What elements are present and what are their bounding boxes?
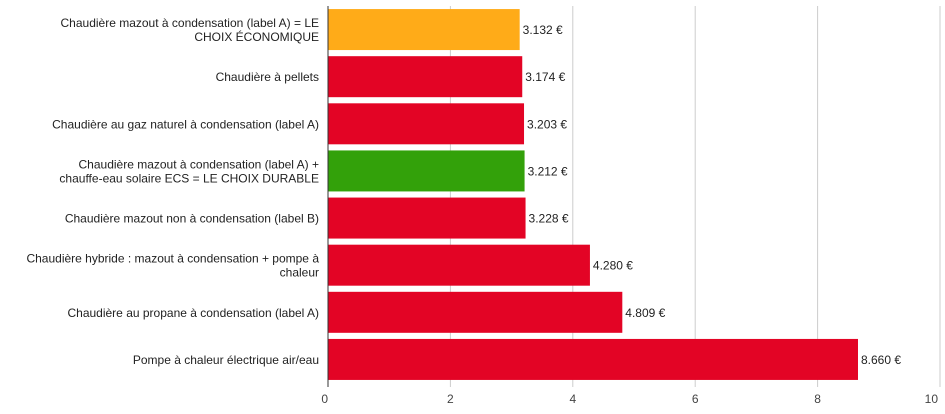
category-label: Chaudière mazout à condensation (label A… (61, 16, 320, 30)
value-label: 3.174 € (525, 70, 565, 84)
bars (328, 9, 858, 380)
category-label: chaleur (280, 266, 319, 280)
category-label: Chaudière au propane à condensation (lab… (67, 306, 319, 320)
value-label: 3.212 € (528, 164, 568, 178)
bar (328, 56, 523, 98)
x-tick-label: 2 (447, 392, 454, 406)
bar (328, 291, 623, 333)
bar (328, 244, 590, 286)
x-tick-label: 10 (925, 392, 939, 406)
value-label: 3.203 € (527, 117, 567, 131)
labels: 0 2 4 6 8 10 3.132 € Chaudière mazout à condens… (26, 16, 938, 406)
value-label: 3.228 € (529, 212, 569, 226)
x-tick-label: 6 (692, 392, 699, 406)
bar (328, 9, 520, 51)
bar (328, 103, 525, 145)
x-tick-label: 0 (321, 392, 328, 406)
value-label: 4.809 € (625, 306, 665, 320)
category-label: Pompe à chaleur électrique air/eau (133, 353, 319, 367)
category-label: CHOIX ÉCONOMIQUE (194, 29, 319, 44)
bar (328, 338, 858, 380)
category-label: Chaudière hybride : mazout à condensatio… (26, 252, 319, 266)
category-label: Chaudière mazout non à condensation (lab… (65, 212, 319, 226)
value-label: 4.280 € (593, 259, 633, 273)
x-tick-label: 4 (569, 392, 576, 406)
category-label: Chaudière mazout à condensation (label A… (79, 157, 320, 171)
value-label: 3.132 € (523, 23, 563, 37)
category-label: Chaudière au gaz naturel à condensation … (52, 117, 319, 131)
value-label: 8.660 € (861, 353, 901, 367)
bar (328, 197, 526, 239)
bar (328, 150, 525, 192)
category-label: Chaudière à pellets (216, 70, 319, 84)
x-tick-label: 8 (814, 392, 821, 406)
category-label: chauffe-eau solaire ECS = LE CHOIX DURAB… (59, 171, 319, 185)
